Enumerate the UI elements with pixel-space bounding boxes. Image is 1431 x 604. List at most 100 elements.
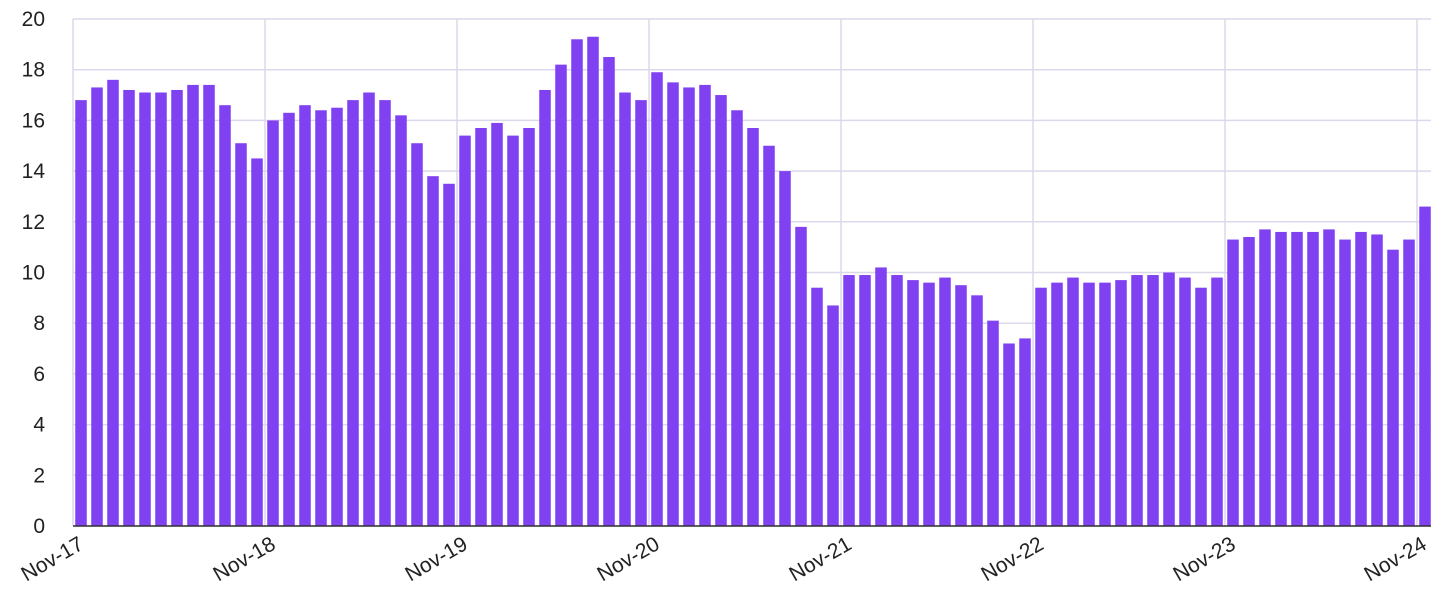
x-tick-label: Nov-21 [785, 532, 855, 586]
bar [747, 128, 759, 526]
bar [1067, 277, 1079, 526]
bar [475, 128, 487, 526]
bar [843, 275, 855, 526]
y-tick-label: 16 [22, 109, 45, 132]
bar [1243, 237, 1255, 526]
bar [187, 84, 199, 526]
bar [667, 82, 679, 526]
bar [715, 95, 727, 527]
bar [219, 105, 231, 526]
x-tick-label: Nov-19 [401, 532, 471, 586]
bar [891, 275, 903, 526]
bar [763, 145, 775, 526]
bar [1275, 231, 1287, 526]
bar [1195, 287, 1207, 526]
bar [235, 143, 247, 526]
bar [299, 105, 311, 526]
bar [459, 135, 471, 527]
bar [427, 176, 439, 527]
bar [203, 84, 215, 526]
bar [507, 135, 519, 527]
bar [923, 282, 935, 526]
bar [539, 89, 551, 526]
bar [779, 171, 791, 526]
bar [283, 112, 295, 527]
bar [75, 100, 87, 527]
bar [1211, 277, 1223, 526]
bar [1419, 206, 1431, 526]
bar [699, 84, 711, 526]
bar [267, 120, 279, 527]
bar [619, 92, 631, 526]
bar [155, 92, 167, 526]
bar [491, 122, 503, 526]
bar [939, 277, 951, 526]
bar [1227, 239, 1239, 527]
bar [971, 295, 983, 526]
bar [1323, 229, 1335, 526]
bar [331, 107, 343, 526]
bar [1019, 338, 1031, 526]
bar [123, 89, 135, 526]
bar [1387, 249, 1399, 526]
bar [1099, 282, 1111, 526]
bar [571, 39, 583, 526]
bar [1051, 282, 1063, 526]
y-tick-label: 8 [33, 312, 45, 335]
bar [1259, 229, 1271, 526]
bar [107, 79, 119, 526]
y-tick-label: 20 [22, 8, 45, 31]
bar [523, 128, 535, 526]
bar [811, 287, 823, 526]
bar [987, 320, 999, 526]
bar [347, 100, 359, 527]
bar [139, 92, 151, 526]
bar [1131, 275, 1143, 526]
bar [315, 110, 327, 526]
bar [1163, 272, 1175, 526]
bar [587, 36, 599, 527]
bar [411, 143, 423, 526]
bar [555, 64, 567, 526]
y-tick-label: 18 [22, 59, 45, 82]
x-tick-label: Nov-17 [17, 532, 87, 586]
bar [1339, 239, 1351, 527]
bar [1003, 343, 1015, 526]
x-tick-label: Nov-22 [977, 532, 1047, 586]
bar [251, 158, 263, 527]
bar [955, 285, 967, 526]
bar [91, 87, 103, 526]
bar [1307, 231, 1319, 526]
bar [1083, 282, 1095, 526]
bar [363, 92, 375, 526]
bar [683, 87, 695, 526]
bar [1115, 280, 1127, 526]
bar [1147, 275, 1159, 526]
bar [651, 72, 663, 527]
y-tick-label: 6 [33, 363, 45, 386]
y-tick-label: 14 [22, 160, 46, 183]
y-tick-label: 2 [33, 464, 45, 487]
bar [827, 305, 839, 526]
bar [379, 100, 391, 527]
y-tick-label: 12 [22, 211, 45, 234]
x-tick-label: Nov-18 [209, 532, 279, 586]
bar [603, 57, 615, 527]
bar [1179, 277, 1191, 526]
bar [859, 275, 871, 526]
bar [731, 110, 743, 526]
bar [171, 89, 183, 526]
bar [795, 226, 807, 526]
bar [443, 183, 455, 526]
bar [635, 100, 647, 527]
bar [875, 267, 887, 526]
x-tick-label: Nov-20 [593, 532, 663, 586]
y-tick-label: 10 [22, 262, 45, 285]
y-tick-label: 0 [33, 515, 45, 538]
bar [1403, 239, 1415, 527]
bar [395, 115, 407, 526]
x-tick-label: Nov-23 [1169, 532, 1239, 586]
bar [1371, 234, 1383, 526]
